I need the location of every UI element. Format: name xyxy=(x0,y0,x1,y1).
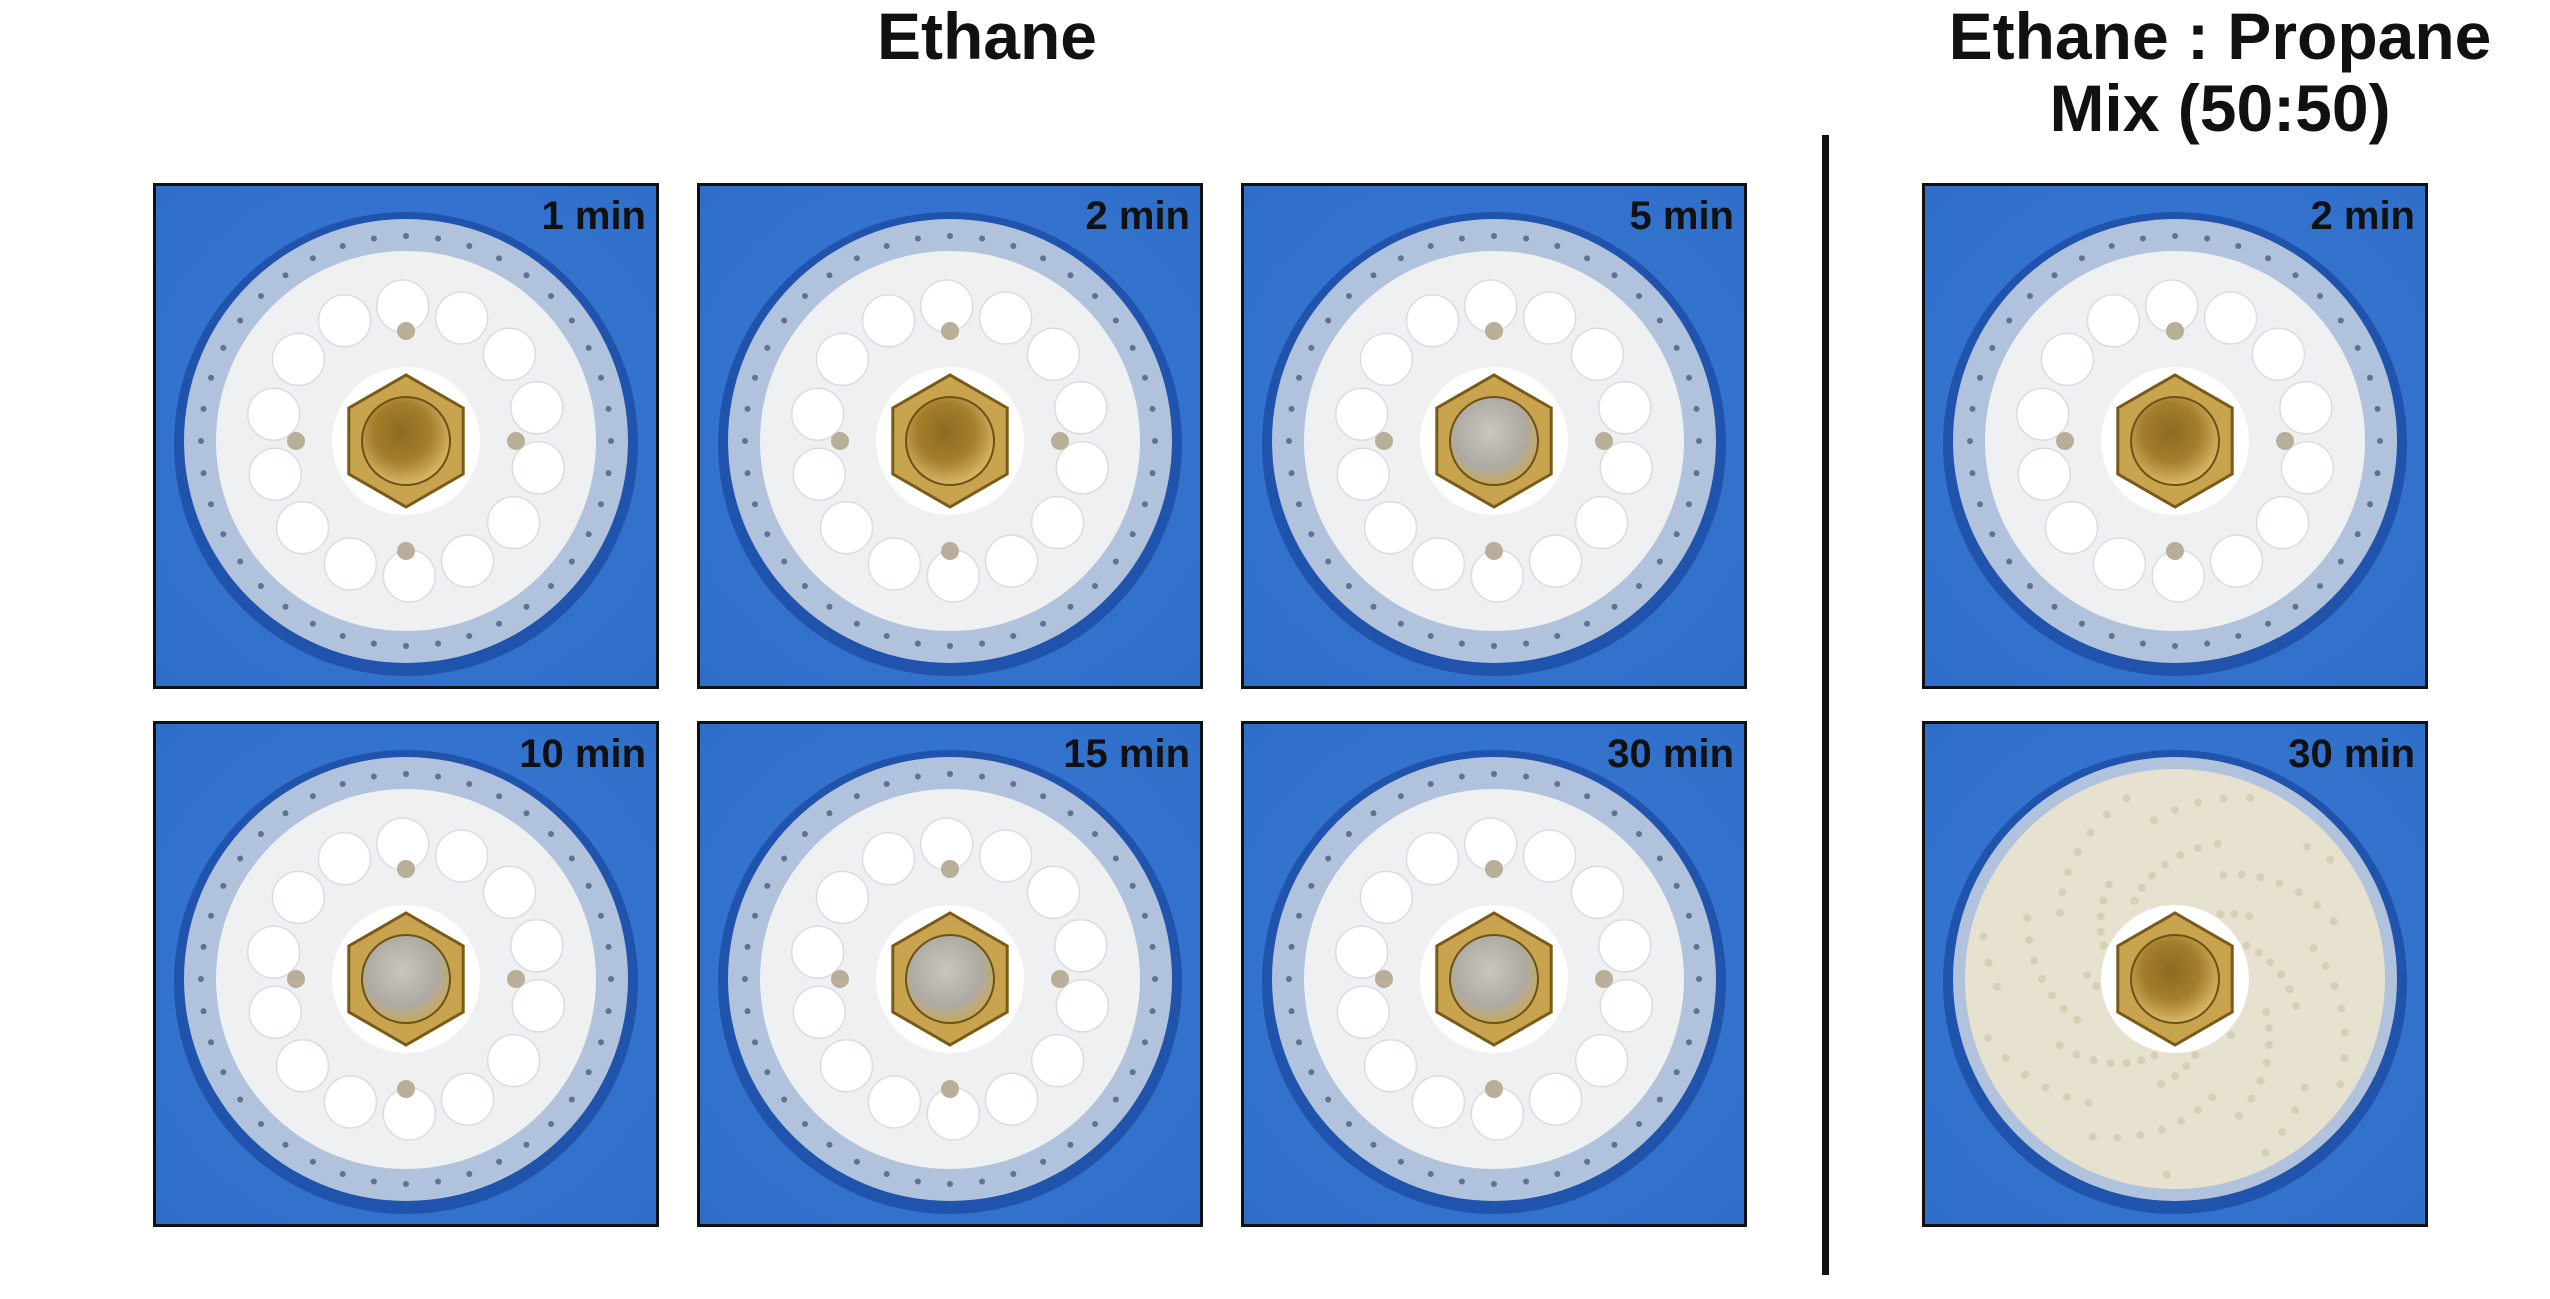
nut-bore xyxy=(2130,396,2220,486)
ethane-title: Ethane xyxy=(876,0,1098,73)
frost-bubbles xyxy=(246,817,566,1141)
ethane-time-label-6: 30 min xyxy=(1607,732,1734,776)
mix-time-label-1: 2 min xyxy=(2310,194,2415,238)
ethane-photo-5 xyxy=(700,724,1200,1224)
mix-photo-2 xyxy=(1925,724,2425,1224)
ethane-time-label-5: 15 min xyxy=(1063,732,1190,776)
vent-holes xyxy=(831,322,1069,560)
mix-panel-2: 30 min xyxy=(1922,721,2428,1227)
ring-dots xyxy=(742,771,1158,1187)
mix-title: Ethane : Propane Mix (50:50) xyxy=(1900,0,2540,144)
ring-dots xyxy=(198,771,614,1187)
ethane-time-label-4: 10 min xyxy=(519,732,646,776)
group-divider xyxy=(1822,135,1829,1275)
frost-bubbles xyxy=(790,279,1110,603)
ethane-photo-2 xyxy=(700,186,1200,686)
ethane-panel-1: 1 min xyxy=(153,183,659,689)
ethane-photo-3 xyxy=(1244,186,1744,686)
vent-holes xyxy=(2056,322,2294,560)
ethane-panel-2: 2 min xyxy=(697,183,1203,689)
nut-bore xyxy=(2130,934,2220,1024)
nut-bore xyxy=(1449,396,1539,486)
vent-holes xyxy=(831,860,1069,1098)
nut-bore xyxy=(361,934,451,1024)
nut-bore xyxy=(905,934,995,1024)
ring-dots xyxy=(198,233,614,649)
ring-dots xyxy=(1967,233,2383,649)
mix-time-label-2: 30 min xyxy=(2288,732,2415,776)
mix-title-line-1: Ethane : Propane xyxy=(1948,0,2492,73)
vent-holes xyxy=(1375,860,1613,1098)
frost-bubbles xyxy=(1334,817,1654,1141)
ethane-photo-4 xyxy=(156,724,656,1224)
mix-panel-1: 2 min xyxy=(1922,183,2428,689)
ethane-time-label-1: 1 min xyxy=(541,194,646,238)
ethane-panel-5: 15 min xyxy=(697,721,1203,1227)
ethane-time-label-2: 2 min xyxy=(1085,194,1190,238)
ethane-time-label-3: 5 min xyxy=(1629,194,1734,238)
ethane-photo-1 xyxy=(156,186,656,686)
ethane-panel-4: 10 min xyxy=(153,721,659,1227)
mix-title-line-2: Mix (50:50) xyxy=(2049,71,2391,145)
frost-bubbles xyxy=(1334,279,1654,603)
ethane-photo-6 xyxy=(1244,724,1744,1224)
vent-holes xyxy=(287,322,525,560)
frost-bubbles xyxy=(790,817,1110,1141)
frost-bubbles xyxy=(2015,279,2335,603)
ethane-panel-3: 5 min xyxy=(1241,183,1747,689)
mix-photo-1 xyxy=(1925,186,2425,686)
vent-holes xyxy=(1375,322,1613,560)
nut-bore xyxy=(361,396,451,486)
nut-bore xyxy=(905,396,995,486)
ring-dots xyxy=(742,233,1158,649)
ethane-panel-6: 30 min xyxy=(1241,721,1747,1227)
ring-dots xyxy=(1286,771,1702,1187)
frost-bubbles xyxy=(246,279,566,603)
vent-holes xyxy=(287,860,525,1098)
nut-bore xyxy=(1449,934,1539,1024)
ring-dots xyxy=(1286,233,1702,649)
